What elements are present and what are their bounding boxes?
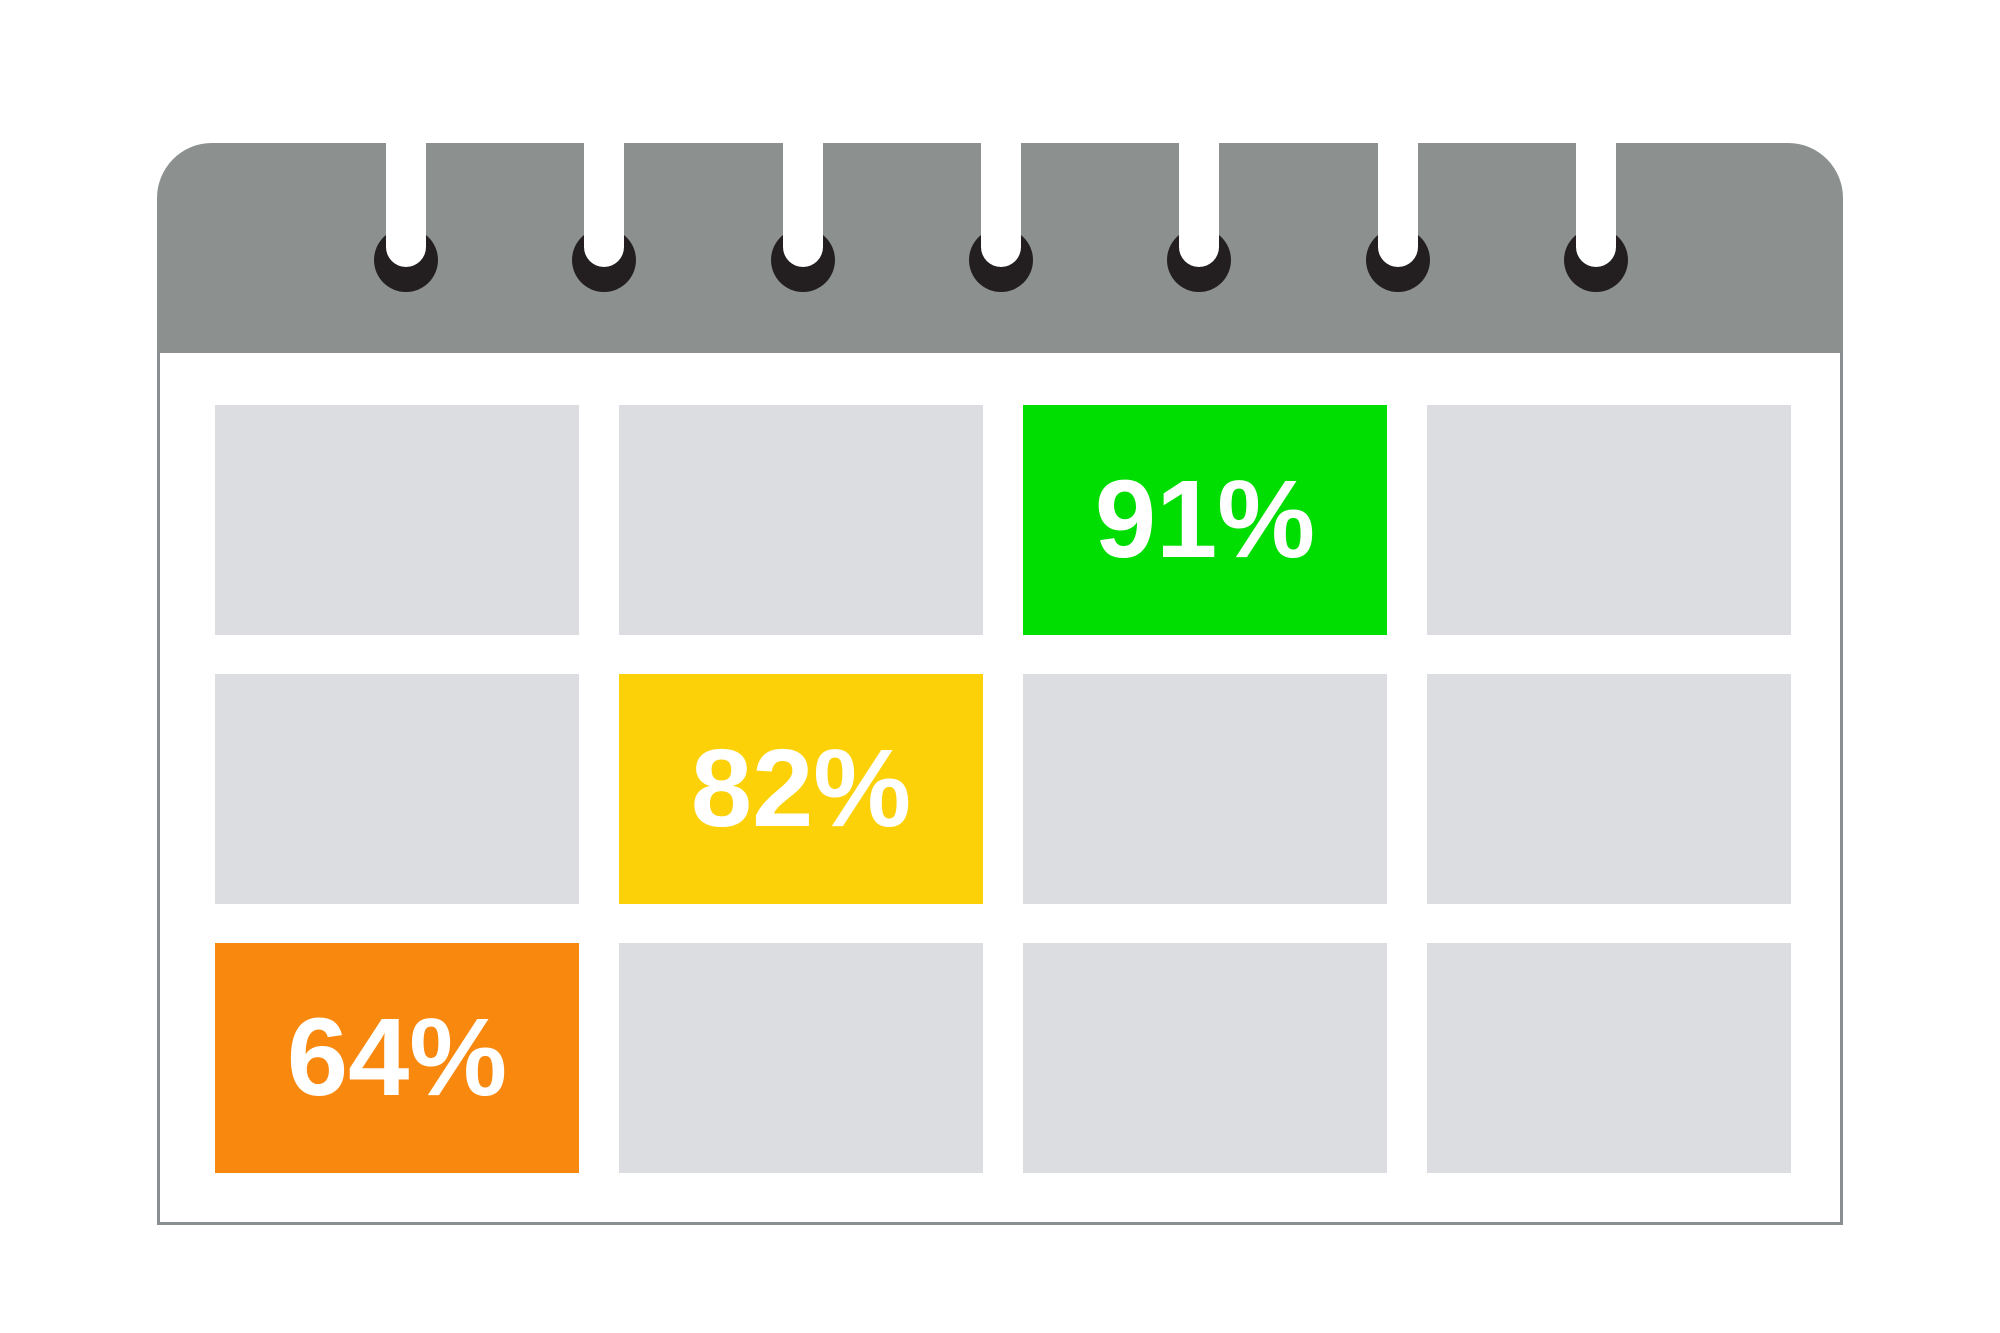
calendar-cell-r2c3 [1023,674,1387,904]
calendar-cell-r1c4 [1427,405,1791,635]
calendar-cell-r2c4 [1427,674,1791,904]
calendar-illustration: 91% 82% 64% [157,105,1843,1225]
calendar-cell-r3c2 [619,943,983,1173]
calendar-cell-r1c1 [215,405,579,635]
ring-strip-icon [1576,105,1616,267]
calendar-cell-r3c3 [1023,943,1387,1173]
calendar-cell-r3c1: 64% [215,943,579,1173]
calendar-cell-r1c2 [619,405,983,635]
calendar-cell-r2c2: 82% [619,674,983,904]
ring-strip-icon [584,105,624,267]
cell-value-label: 91% [1094,458,1316,581]
calendar-cell-r2c1 [215,674,579,904]
ring-strip-icon [1378,105,1418,267]
ring-strip-icon [1179,105,1219,267]
ring-strip-icon [783,105,823,267]
calendar-cell-r1c3: 91% [1023,405,1387,635]
calendar-cell-r3c4 [1427,943,1791,1173]
ring-strip-icon [981,105,1021,267]
cell-value-label: 64% [286,996,508,1119]
cell-value-label: 82% [690,727,912,850]
ring-strip-icon [386,105,426,267]
